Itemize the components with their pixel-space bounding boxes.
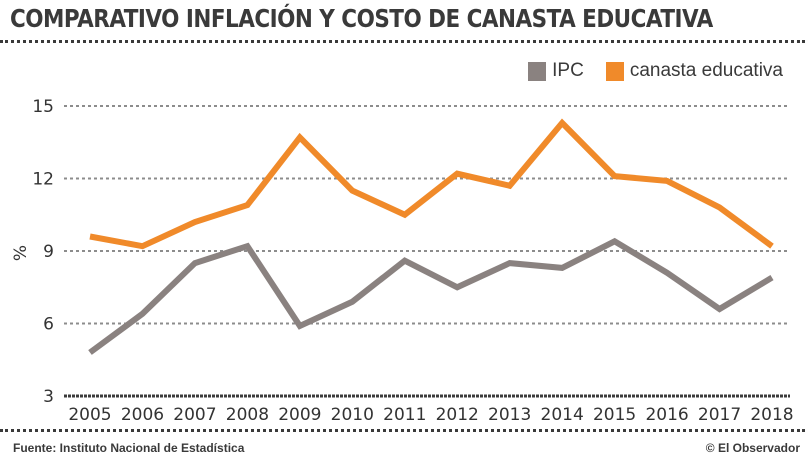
x-tick-label: 2014 xyxy=(541,405,584,425)
title-divider xyxy=(0,40,805,43)
x-tick-label: 2009 xyxy=(278,405,321,425)
y-tick-label: 12 xyxy=(32,170,54,190)
x-tick-label: 2016 xyxy=(645,405,688,425)
x-tick-label: 2013 xyxy=(488,405,531,425)
x-tick-label: 2011 xyxy=(383,405,426,425)
series-line-canasta xyxy=(89,118,774,250)
y-tick-label: 6 xyxy=(43,315,54,335)
x-tick-label: 2010 xyxy=(331,405,374,425)
credit-note: © El Observador xyxy=(705,441,800,455)
source-note: Fuente: Instituto Nacional de Estadístic… xyxy=(13,441,245,455)
legend: IPC canasta educativa xyxy=(514,60,783,82)
footer-divider xyxy=(0,429,805,432)
legend-label-ipc: IPC xyxy=(552,60,584,81)
x-tick-label: 2008 xyxy=(226,405,269,425)
legend-swatch-canasta xyxy=(605,61,624,81)
x-tick-label: 2005 xyxy=(68,405,111,425)
y-tick-label: 15 xyxy=(32,97,54,117)
y-tick-label: 3 xyxy=(43,387,54,407)
legend-label-canasta: canasta educativa xyxy=(629,60,783,81)
x-tick-label: 2007 xyxy=(173,405,216,425)
y-axis-label: % xyxy=(11,245,31,261)
legend-swatch-ipc xyxy=(528,61,547,81)
y-tick-label: 9 xyxy=(43,242,54,262)
x-tick-label: 2017 xyxy=(698,405,741,425)
x-tick-label: 2012 xyxy=(436,405,479,425)
chart-title: COMPARATIVO INFLACIÓN Y COSTO DE CANASTA… xyxy=(10,4,713,33)
x-tick-label: 2018 xyxy=(750,405,793,425)
legend-item-canasta: canasta educativa xyxy=(605,60,783,82)
series-line-ipc xyxy=(88,237,774,355)
x-tick-label: 2015 xyxy=(593,405,636,425)
x-tick-label: 2006 xyxy=(121,405,164,425)
legend-item-ipc: IPC xyxy=(528,60,584,82)
